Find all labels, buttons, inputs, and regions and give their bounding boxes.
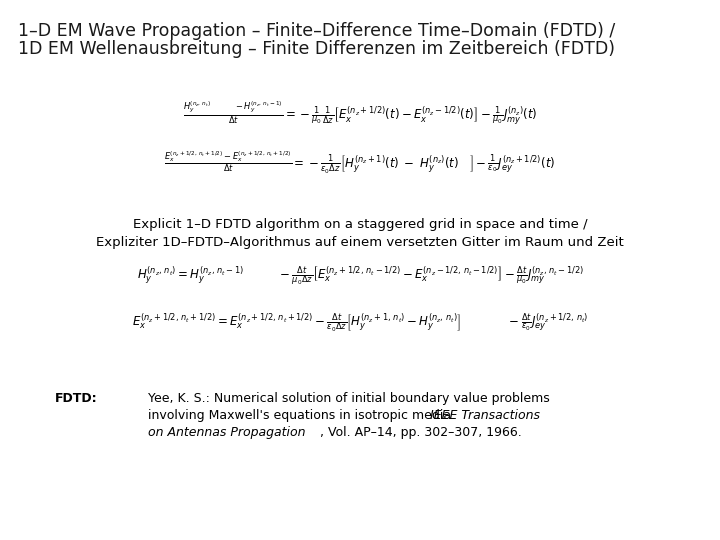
Text: Yee, K. S.: Numerical solution of initial boundary value problems: Yee, K. S.: Numerical solution of initia… <box>148 392 550 405</box>
Text: $E_x^{(n_z+1/2,\,n_t+1/2)} = E_x^{(n_z+1/2,\,n_t+1/2)} - \frac{\Delta t}{\vareps: $E_x^{(n_z+1/2,\,n_t+1/2)} = E_x^{(n_z+1… <box>132 312 588 335</box>
Text: FDTD:: FDTD: <box>55 392 98 405</box>
Text: $H_y^{(n_z,\,n_t)} = H_y^{(n_z,\,n_t-1)} \qquad\quad- \frac{\Delta t}{\mu_0 \Del: $H_y^{(n_z,\,n_t)} = H_y^{(n_z,\,n_t-1)}… <box>137 265 583 288</box>
Text: $\frac{H_y^{(n_z,\,n_t)} \qquad\quad - H_y^{(n_z,\,n_t-1)}}{\Delta t} = -\frac{1: $\frac{H_y^{(n_z,\,n_t)} \qquad\quad - H… <box>183 100 537 127</box>
Text: 1–D EM Wave Propagation – Finite–Difference Time–Domain (FDTD) /: 1–D EM Wave Propagation – Finite–Differe… <box>18 22 616 40</box>
Text: $\frac{E_x^{(n_z+1/2,\,n_t+1/2)} - E_x^{(n_z+1/2,\,n_t+1/2)}}{\Delta t} = -\frac: $\frac{E_x^{(n_z+1/2,\,n_t+1/2)} - E_x^{… <box>164 150 556 176</box>
Text: Explicit 1–D FDTD algorithm on a staggered grid in space and time /: Explicit 1–D FDTD algorithm on a stagger… <box>132 218 588 231</box>
Text: 1D EM Wellenausbreitung – Finite Differenzen im Zeitbereich (FDTD): 1D EM Wellenausbreitung – Finite Differe… <box>18 40 615 58</box>
Text: IEEE Transactions: IEEE Transactions <box>430 409 540 422</box>
Text: involving Maxwell's equations in isotropic media.: involving Maxwell's equations in isotrop… <box>148 409 459 422</box>
Text: on Antennas Propagation: on Antennas Propagation <box>148 426 305 439</box>
Text: , Vol. AP–14, pp. 302–307, 1966.: , Vol. AP–14, pp. 302–307, 1966. <box>320 426 522 439</box>
Text: Expliziter 1D–FDTD–Algorithmus auf einem versetzten Gitter im Raum und Zeit: Expliziter 1D–FDTD–Algorithmus auf einem… <box>96 236 624 249</box>
